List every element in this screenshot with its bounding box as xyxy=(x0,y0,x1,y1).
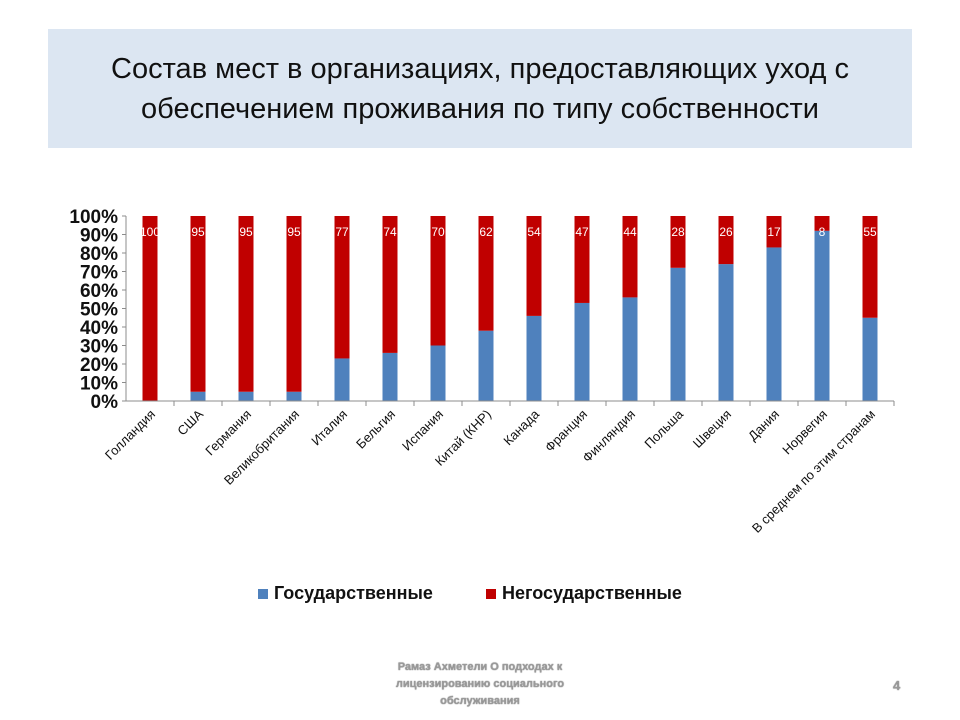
data-label: 70 xyxy=(431,225,445,239)
data-label: 95 xyxy=(239,225,253,239)
x-tick-label: Франция xyxy=(542,407,590,455)
y-tick-label: 40% xyxy=(80,318,118,339)
bar-gosudarstvennye xyxy=(334,358,350,401)
y-tick-label: 60% xyxy=(80,281,118,302)
bar-gosudarstvennye xyxy=(382,352,398,401)
y-tick-label: 0% xyxy=(91,392,119,413)
data-label: 77 xyxy=(335,225,349,239)
x-tick-label: Дания xyxy=(745,407,782,444)
bar-gosudarstvennye xyxy=(766,247,782,401)
bar-negosudarstvennye xyxy=(718,216,734,265)
x-tick-label: Бельгия xyxy=(353,407,398,452)
bar-gosudarstvennye xyxy=(814,230,830,401)
x-tick-label: Норвегия xyxy=(779,407,830,458)
bar-gosudarstvennye xyxy=(430,345,446,401)
bar-negosudarstvennye xyxy=(334,216,350,359)
x-tick-label: Швеция xyxy=(690,407,734,451)
bar-negosudarstvennye xyxy=(670,216,686,268)
bar-gosudarstvennye xyxy=(574,302,590,401)
data-label: 8 xyxy=(819,225,826,239)
bar-gosudarstvennye xyxy=(526,315,542,401)
data-label: 62 xyxy=(479,225,493,239)
bar-gosudarstvennye xyxy=(862,317,878,401)
data-label: 54 xyxy=(527,225,541,239)
bar-gosudarstvennye xyxy=(286,391,302,401)
bar-gosudarstvennye xyxy=(190,391,206,401)
x-tick-label: Канада xyxy=(500,406,542,448)
slide-title: Состав мест в организациях, предоставляю… xyxy=(111,52,849,125)
bar-gosudarstvennye xyxy=(718,264,734,401)
y-tick-label: 30% xyxy=(80,337,118,358)
bar-negosudarstvennye xyxy=(766,216,782,248)
bar-negosudarstvennye xyxy=(478,216,494,331)
bar-gosudarstvennye xyxy=(478,330,494,401)
y-tick-label: 80% xyxy=(80,244,118,265)
legend-swatch-gosudarstvennye xyxy=(258,589,268,599)
data-label: 26 xyxy=(719,225,733,239)
legend-label-negosudarstvennye: Негосударственные xyxy=(502,583,682,603)
data-label: 95 xyxy=(287,225,301,239)
y-tick-label: 50% xyxy=(80,300,118,321)
legend-label-gosudarstvennye: Государственные xyxy=(274,583,433,603)
x-tick-label: США xyxy=(174,406,206,438)
page-number: 4 xyxy=(893,678,901,693)
y-tick-label: 70% xyxy=(80,263,118,284)
bar-negosudarstvennye xyxy=(862,216,878,318)
bar-negosudarstvennye xyxy=(622,216,638,298)
bar-gosudarstvennye xyxy=(238,391,254,401)
data-label: 55 xyxy=(863,225,877,239)
y-tick-label: 90% xyxy=(80,226,118,247)
bar-negosudarstvennye xyxy=(286,216,302,392)
bar-gosudarstvennye xyxy=(622,297,638,401)
data-label: 47 xyxy=(575,225,589,239)
x-tick-label: Италия xyxy=(308,407,350,449)
bar-negosudarstvennye xyxy=(238,216,254,392)
data-label: 74 xyxy=(383,225,397,239)
bar-negosudarstvennye xyxy=(814,216,830,231)
data-label: 17 xyxy=(767,225,781,239)
x-tick-label: Голландия xyxy=(102,407,158,463)
bar-negosudarstvennye xyxy=(430,216,446,346)
bar-negosudarstvennye xyxy=(382,216,398,353)
data-label: 95 xyxy=(191,225,205,239)
x-tick-label: Испания xyxy=(399,407,446,454)
bar-gosudarstvennye xyxy=(670,267,686,401)
title-banner: Состав мест в организациях, предоставляю… xyxy=(48,29,912,148)
bar-negosudarstvennye xyxy=(142,216,158,401)
data-label: 100 xyxy=(140,225,160,239)
y-tick-label: 10% xyxy=(80,374,118,395)
y-tick-label: 20% xyxy=(80,355,118,376)
x-tick-label: Польша xyxy=(641,406,686,451)
bar-negosudarstvennye xyxy=(190,216,206,392)
y-tick-label: 100% xyxy=(69,207,118,228)
data-label: 44 xyxy=(623,225,637,239)
bar-negosudarstvennye xyxy=(526,216,542,316)
data-label: 28 xyxy=(671,225,685,239)
bar-negosudarstvennye xyxy=(574,216,590,303)
legend-swatch-negosudarstvennye xyxy=(486,589,496,599)
slide-footer: Рамаз Ахметели О подходах к лицензирован… xyxy=(395,661,565,707)
